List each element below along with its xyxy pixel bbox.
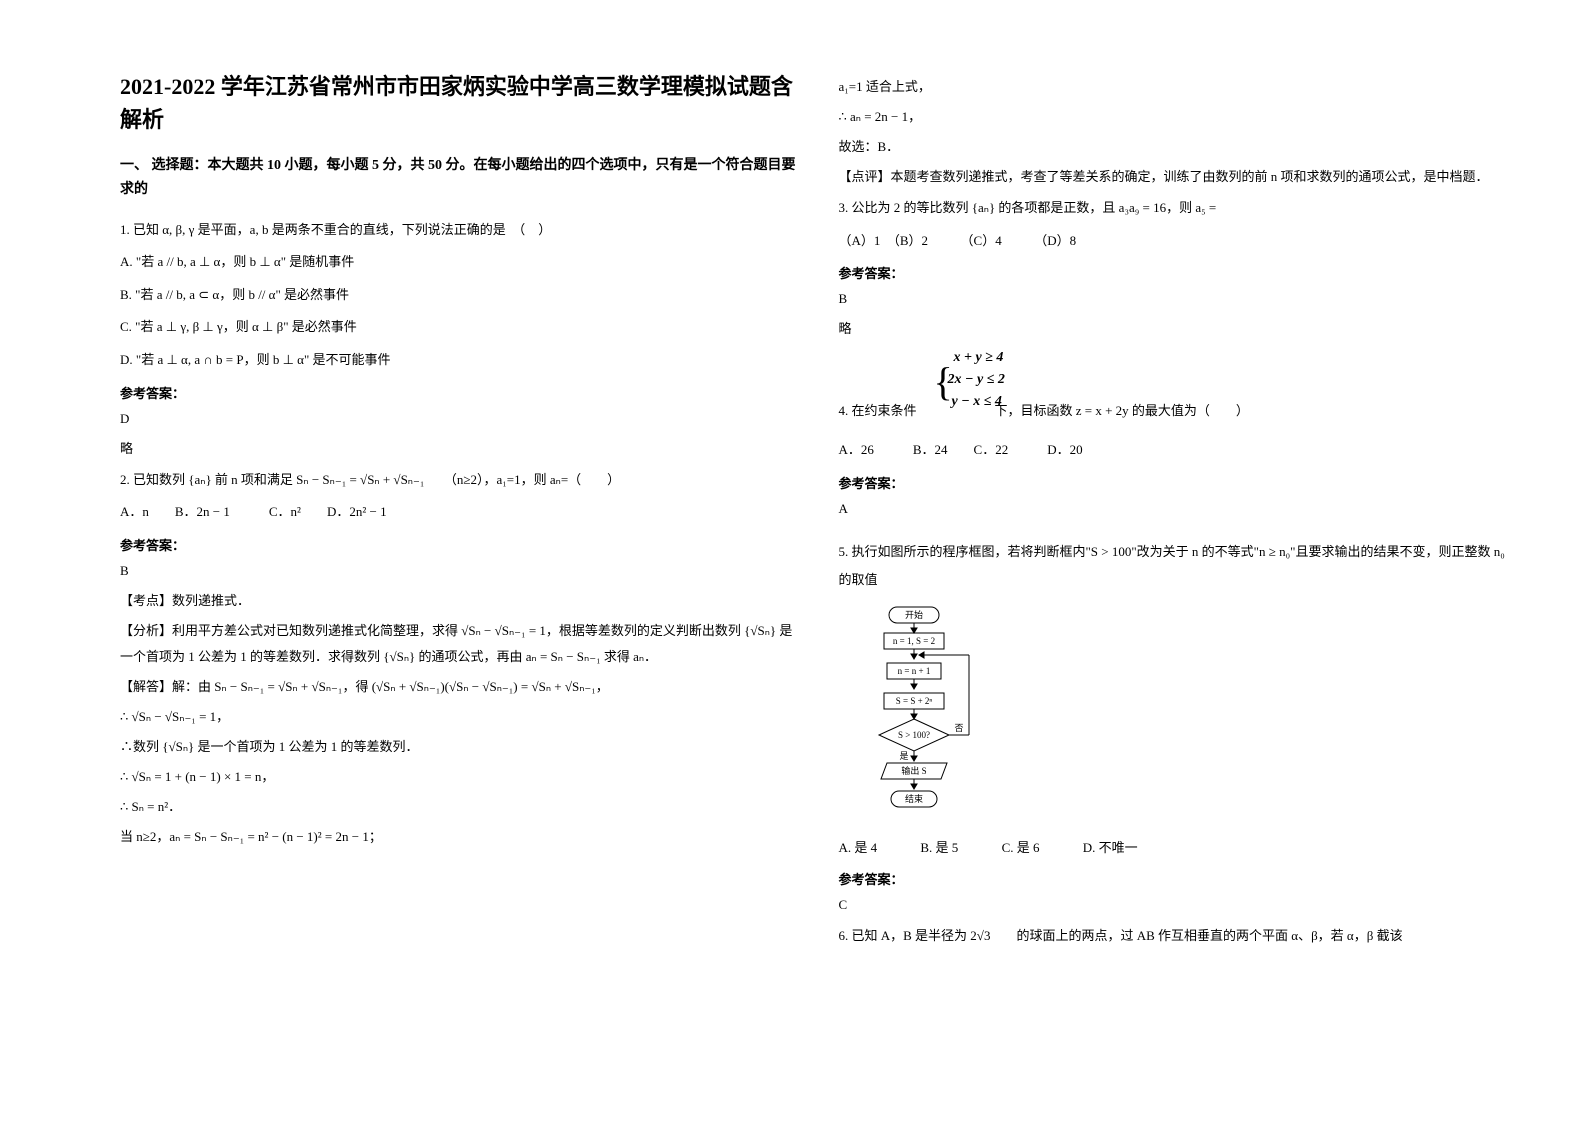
doc-title: 2021-2022 学年江苏省常州市市田家炳实验中学高三数学理模拟试题含解析 (120, 70, 799, 136)
section-1-heading: 一、 选择题：本大题共 10 小题，每小题 5 分，共 50 分。在每小题给出的… (120, 154, 799, 202)
q3-opts: （A）1 （B）2 （C）4 （D）8 (839, 227, 1518, 256)
q1-stem: 1. 已知 α, β, γ 是平面，a, b 是两条不重合的直线，下列说法正确的… (120, 216, 799, 245)
q5-opt-a: A. 是 4 (839, 835, 878, 861)
q1-opt-a: A. "若 a // b, a ⊥ α，则 b ⊥ α" 是随机事件 (120, 248, 799, 277)
q2-stem: 2. 已知数列 {aₙ} 前 n 项和满足 Sₙ − Sₙ₋₁ = √Sₙ + … (120, 466, 799, 495)
q2-ans-label: 参考答案： (120, 535, 799, 554)
q2-jd2: ∴ √Sₙ − √Sₙ₋₁ = 1， (120, 704, 799, 730)
q2-jd4: ∴ √Sₙ = 1 + (n − 1) × 1 = n， (120, 764, 799, 790)
q1-opt-b: B. "若 a // b, a ⊂ α，则 b // α" 是必然事件 (120, 281, 799, 310)
q5-opt-d: D. 不唯一 (1083, 835, 1138, 861)
q1-ans: D (120, 406, 799, 432)
flow-no: 否 (954, 723, 963, 733)
q4-sys1: x + y ≥ 4 (954, 350, 1004, 366)
q2-fx: 【分析】利用平方差公式对已知数列递推式化简整理，求得 √Sₙ − √Sₙ₋₁ =… (120, 618, 799, 670)
left-column: 2021-2022 学年江苏省常州市市田家炳实验中学高三数学理模拟试题含解析 一… (100, 70, 819, 1102)
flow-b1: n = 1, S = 2 (892, 636, 934, 646)
q5-opt-b: B. 是 5 (920, 835, 958, 861)
q1-opt-c: C. "若 a ⊥ γ, β ⊥ γ，则 α ⊥ β" 是必然事件 (120, 313, 799, 342)
flow-yes: 是 (899, 751, 908, 761)
q3-note: 略 (839, 316, 1518, 342)
q4-stem: 4. 在约束条件 下，目标函数 z = x + 2y 的最大值为（ ） (839, 400, 1249, 419)
flow-start: 开始 (904, 609, 922, 620)
q2-jd1: 【解答】解：由 Sₙ − Sₙ₋₁ = √Sₙ + √Sₙ₋₁，得 (√Sₙ +… (120, 674, 799, 700)
q5-stem: 5. 执行如图所示的程序框图，若将判断框内"S > 100"改为关于 n 的不等… (839, 538, 1518, 595)
q5-ans: C (839, 892, 1518, 918)
q4-ans-label: 参考答案： (839, 473, 1518, 492)
q4-system: { x + y ≥ 4 2x − y ≤ 2 y − x ≤ 4 4. 在约束条… (839, 352, 1518, 432)
flow-end: 结束 (904, 793, 922, 804)
q4-ans: A (839, 496, 1518, 522)
q1-ans-label: 参考答案： (120, 383, 799, 402)
q5-ans-label: 参考答案： (839, 869, 1518, 888)
q2-r1: a₁=1 适合上式， (839, 74, 1518, 100)
q6-stem: 6. 已知 A，B 是半径为 2√3 的球面上的两点，过 AB 作互相垂直的两个… (839, 922, 1518, 951)
q3-ans-label: 参考答案： (839, 263, 1518, 282)
q5-options: A. 是 4 B. 是 5 C. 是 6 D. 不唯一 (839, 835, 1518, 861)
flowchart-svg: 开始 n = 1, S = 2 n = n + 1 S = S + 2ⁿ S >… (859, 605, 1019, 825)
flowchart: 开始 n = 1, S = 2 n = n + 1 S = S + 2ⁿ S >… (859, 605, 1518, 825)
q2-r3: 故选：B． (839, 134, 1518, 160)
q1-opt-d: D. "若 a ⊥ α, a ∩ b = P，则 b ⊥ α" 是不可能事件 (120, 346, 799, 375)
q2-kp: 【考点】数列递推式． (120, 588, 799, 614)
right-column: a₁=1 适合上式， ∴ aₙ = 2n − 1， 故选：B． 【点评】本题考查… (819, 70, 1538, 1102)
q2-ans: B (120, 558, 799, 584)
q3-stem: 3. 公比为 2 的等比数列 {aₙ} 的各项都是正数，且 a₃a₉ = 16，… (839, 194, 1518, 223)
q5-opt-c: C. 是 6 (1002, 835, 1040, 861)
q2-jd6: 当 n≥2，aₙ = Sₙ − Sₙ₋₁ = n² − (n − 1)² = 2… (120, 824, 799, 850)
page: 2021-2022 学年江苏省常州市市田家炳实验中学高三数学理模拟试题含解析 一… (0, 0, 1587, 1122)
q3-ans: B (839, 286, 1518, 312)
q4-opts: A．26 B．24 C．22 D．20 (839, 436, 1518, 465)
flow-out: 输出 S (901, 765, 926, 776)
q2-jd5: ∴ Sₙ = n²． (120, 794, 799, 820)
q2-r4: 【点评】本题考查数列递推式，考查了等差关系的确定，训练了由数列的前 n 项和求数… (839, 164, 1518, 190)
q2-r2: ∴ aₙ = 2n − 1， (839, 104, 1518, 130)
flow-b2: n = n + 1 (897, 666, 930, 676)
q4-sys2: 2x − y ≤ 2 (948, 372, 1005, 388)
flow-cond: S > 100? (897, 730, 929, 740)
flow-b3: S = S + 2ⁿ (895, 696, 932, 706)
q2-jd3: ∴数列 {√Sₙ} 是一个首项为 1 公差为 1 的等差数列． (120, 734, 799, 760)
q2-opts: A．n B．2n − 1 C．n² D．2n² − 1 (120, 498, 799, 527)
q1-note: 略 (120, 436, 799, 462)
